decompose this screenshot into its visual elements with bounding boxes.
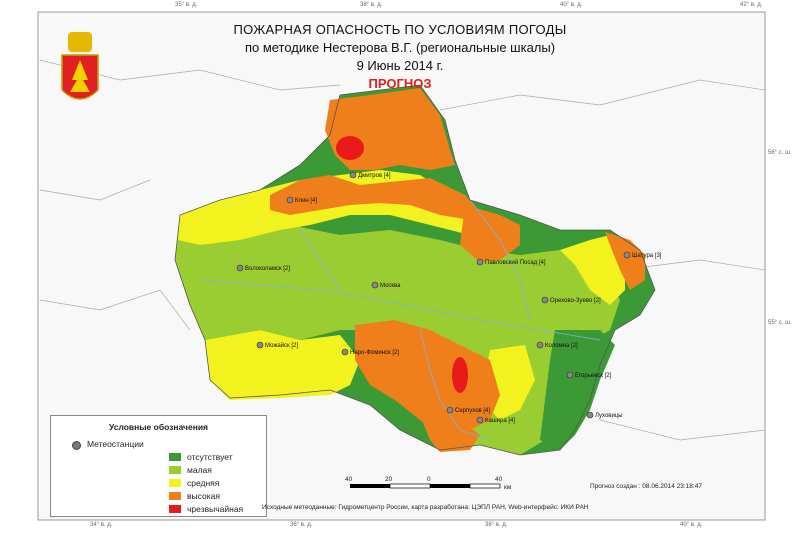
coat-of-arms-logo (61, 32, 99, 100)
station-marker[interactable] (566, 371, 574, 379)
station-marker[interactable] (541, 296, 549, 304)
legend-row-class: средняя (51, 478, 266, 490)
station-label: Серпухов [4] (455, 408, 490, 414)
forecast-created-note: Прогноз создан : 08.06.2014 23:18:47 (590, 483, 702, 490)
station-marker[interactable] (623, 251, 631, 259)
rivers (199, 199, 601, 441)
legend-swatch (169, 505, 181, 513)
legend-station-label: Метеостанции (87, 439, 144, 449)
station-label: Клин [4] (295, 198, 317, 204)
station-label: Егорьевск [2] (575, 373, 612, 379)
tick-right-1: 56° с. ш. (768, 150, 792, 156)
legend-row-class: высокая (51, 491, 266, 503)
station-label: Орехово-Зуево [2] (550, 298, 601, 304)
legend-title: Условные обозначения (108, 422, 209, 432)
station-label: Москва (380, 283, 401, 289)
tick-bottom-1: 34° в. д. (90, 522, 113, 528)
legend-row-class: чрезвычайная (51, 504, 266, 516)
legend-swatch (169, 492, 181, 500)
data-sources-note: Исходные метеоданные: Гидрометцентр Росс… (262, 504, 589, 511)
zone-extreme-south (452, 357, 468, 393)
legend-class-label: малая (187, 465, 212, 475)
station-marker[interactable] (476, 258, 484, 266)
tick-bottom-4: 40° в. д. (680, 522, 703, 528)
station-label: Коломна [2] (545, 343, 578, 349)
station-marker[interactable] (256, 341, 264, 349)
map-date: 9 Июнь 2014 г. (356, 58, 444, 73)
scale-label-4: 40 (495, 476, 503, 483)
scale-label-1: 40 (345, 476, 353, 483)
station-label: Наро-Фоминск [2] (350, 350, 399, 356)
tick-top-4: 42° в. д. (740, 2, 763, 8)
tick-bottom-2: 36° в. д. (290, 522, 313, 528)
station-marker[interactable] (341, 348, 349, 356)
region-outline (174, 84, 656, 456)
legend-class-label: отсутствует (187, 452, 233, 462)
zone-medium-west (205, 330, 360, 400)
legend-class-label: чрезвычайная (187, 504, 244, 514)
legend-class-label: средняя (187, 478, 220, 488)
station-marker[interactable] (349, 171, 357, 179)
legend-row-class: малая (51, 465, 266, 477)
station-label: Кашира [4] (485, 418, 515, 424)
scale-bar (350, 483, 501, 489)
zone-high-south (355, 320, 500, 435)
station-marker-icon (72, 441, 81, 450)
zone-high-southwest (420, 415, 480, 452)
tick-top-2: 38° в. д. (360, 2, 383, 8)
tick-bottom-3: 38° в. д. (485, 522, 508, 528)
scale-unit: км (504, 484, 512, 491)
tick-right-2: 55° с. ш. (768, 320, 792, 326)
tick-top-3: 40° в. д. (560, 2, 583, 8)
legend-row-class: отсутствует (51, 452, 266, 464)
zone-extreme-north (336, 136, 364, 160)
station-marker[interactable] (286, 196, 294, 204)
station-label: Луховицы (595, 413, 623, 419)
zone-none (540, 330, 615, 450)
scale-label-2: 20 (385, 476, 393, 483)
station-marker[interactable] (371, 281, 379, 289)
tick-top-1: 35° в. д. (175, 2, 198, 8)
station-label: Волоколамск [2] (245, 266, 290, 272)
scale-label-3: 0 (427, 476, 431, 483)
forecast-label: ПРОГНОЗ (368, 76, 432, 91)
station-marker[interactable] (476, 416, 484, 424)
station-label: Шатура [3] (632, 253, 662, 259)
map-title: ПОЖАРНАЯ ОПАСНОСТЬ ПО УСЛОВИЯМ ПОГОДЫ (233, 22, 567, 37)
legend-class-label: высокая (187, 491, 220, 501)
station-marker[interactable] (536, 341, 544, 349)
station-label: Павловский Посад [4] (485, 259, 546, 266)
zone-high-northwest (270, 175, 480, 220)
legend-row-station: Метеостанции (51, 439, 266, 451)
station-marker[interactable] (586, 411, 594, 419)
map-subtitle: по методике Нестерова В.Г. (региональные… (244, 40, 556, 55)
station-label: Можайск [2] (265, 342, 298, 349)
legend-swatch (169, 466, 181, 474)
zone-high-east (460, 205, 520, 262)
legend-swatch (169, 479, 181, 487)
station-marker[interactable] (446, 406, 454, 414)
station-label: Дмитров [4] (358, 173, 391, 179)
legend: Условные обозначения Метеостанции отсутс… (50, 415, 267, 517)
zone-medium-east (560, 235, 625, 305)
station-marker[interactable] (236, 264, 244, 272)
stations-layer: Дмитров [4] Клин [4] Волоколамск [2] Можайс… (236, 171, 662, 424)
legend-swatch (169, 453, 181, 461)
